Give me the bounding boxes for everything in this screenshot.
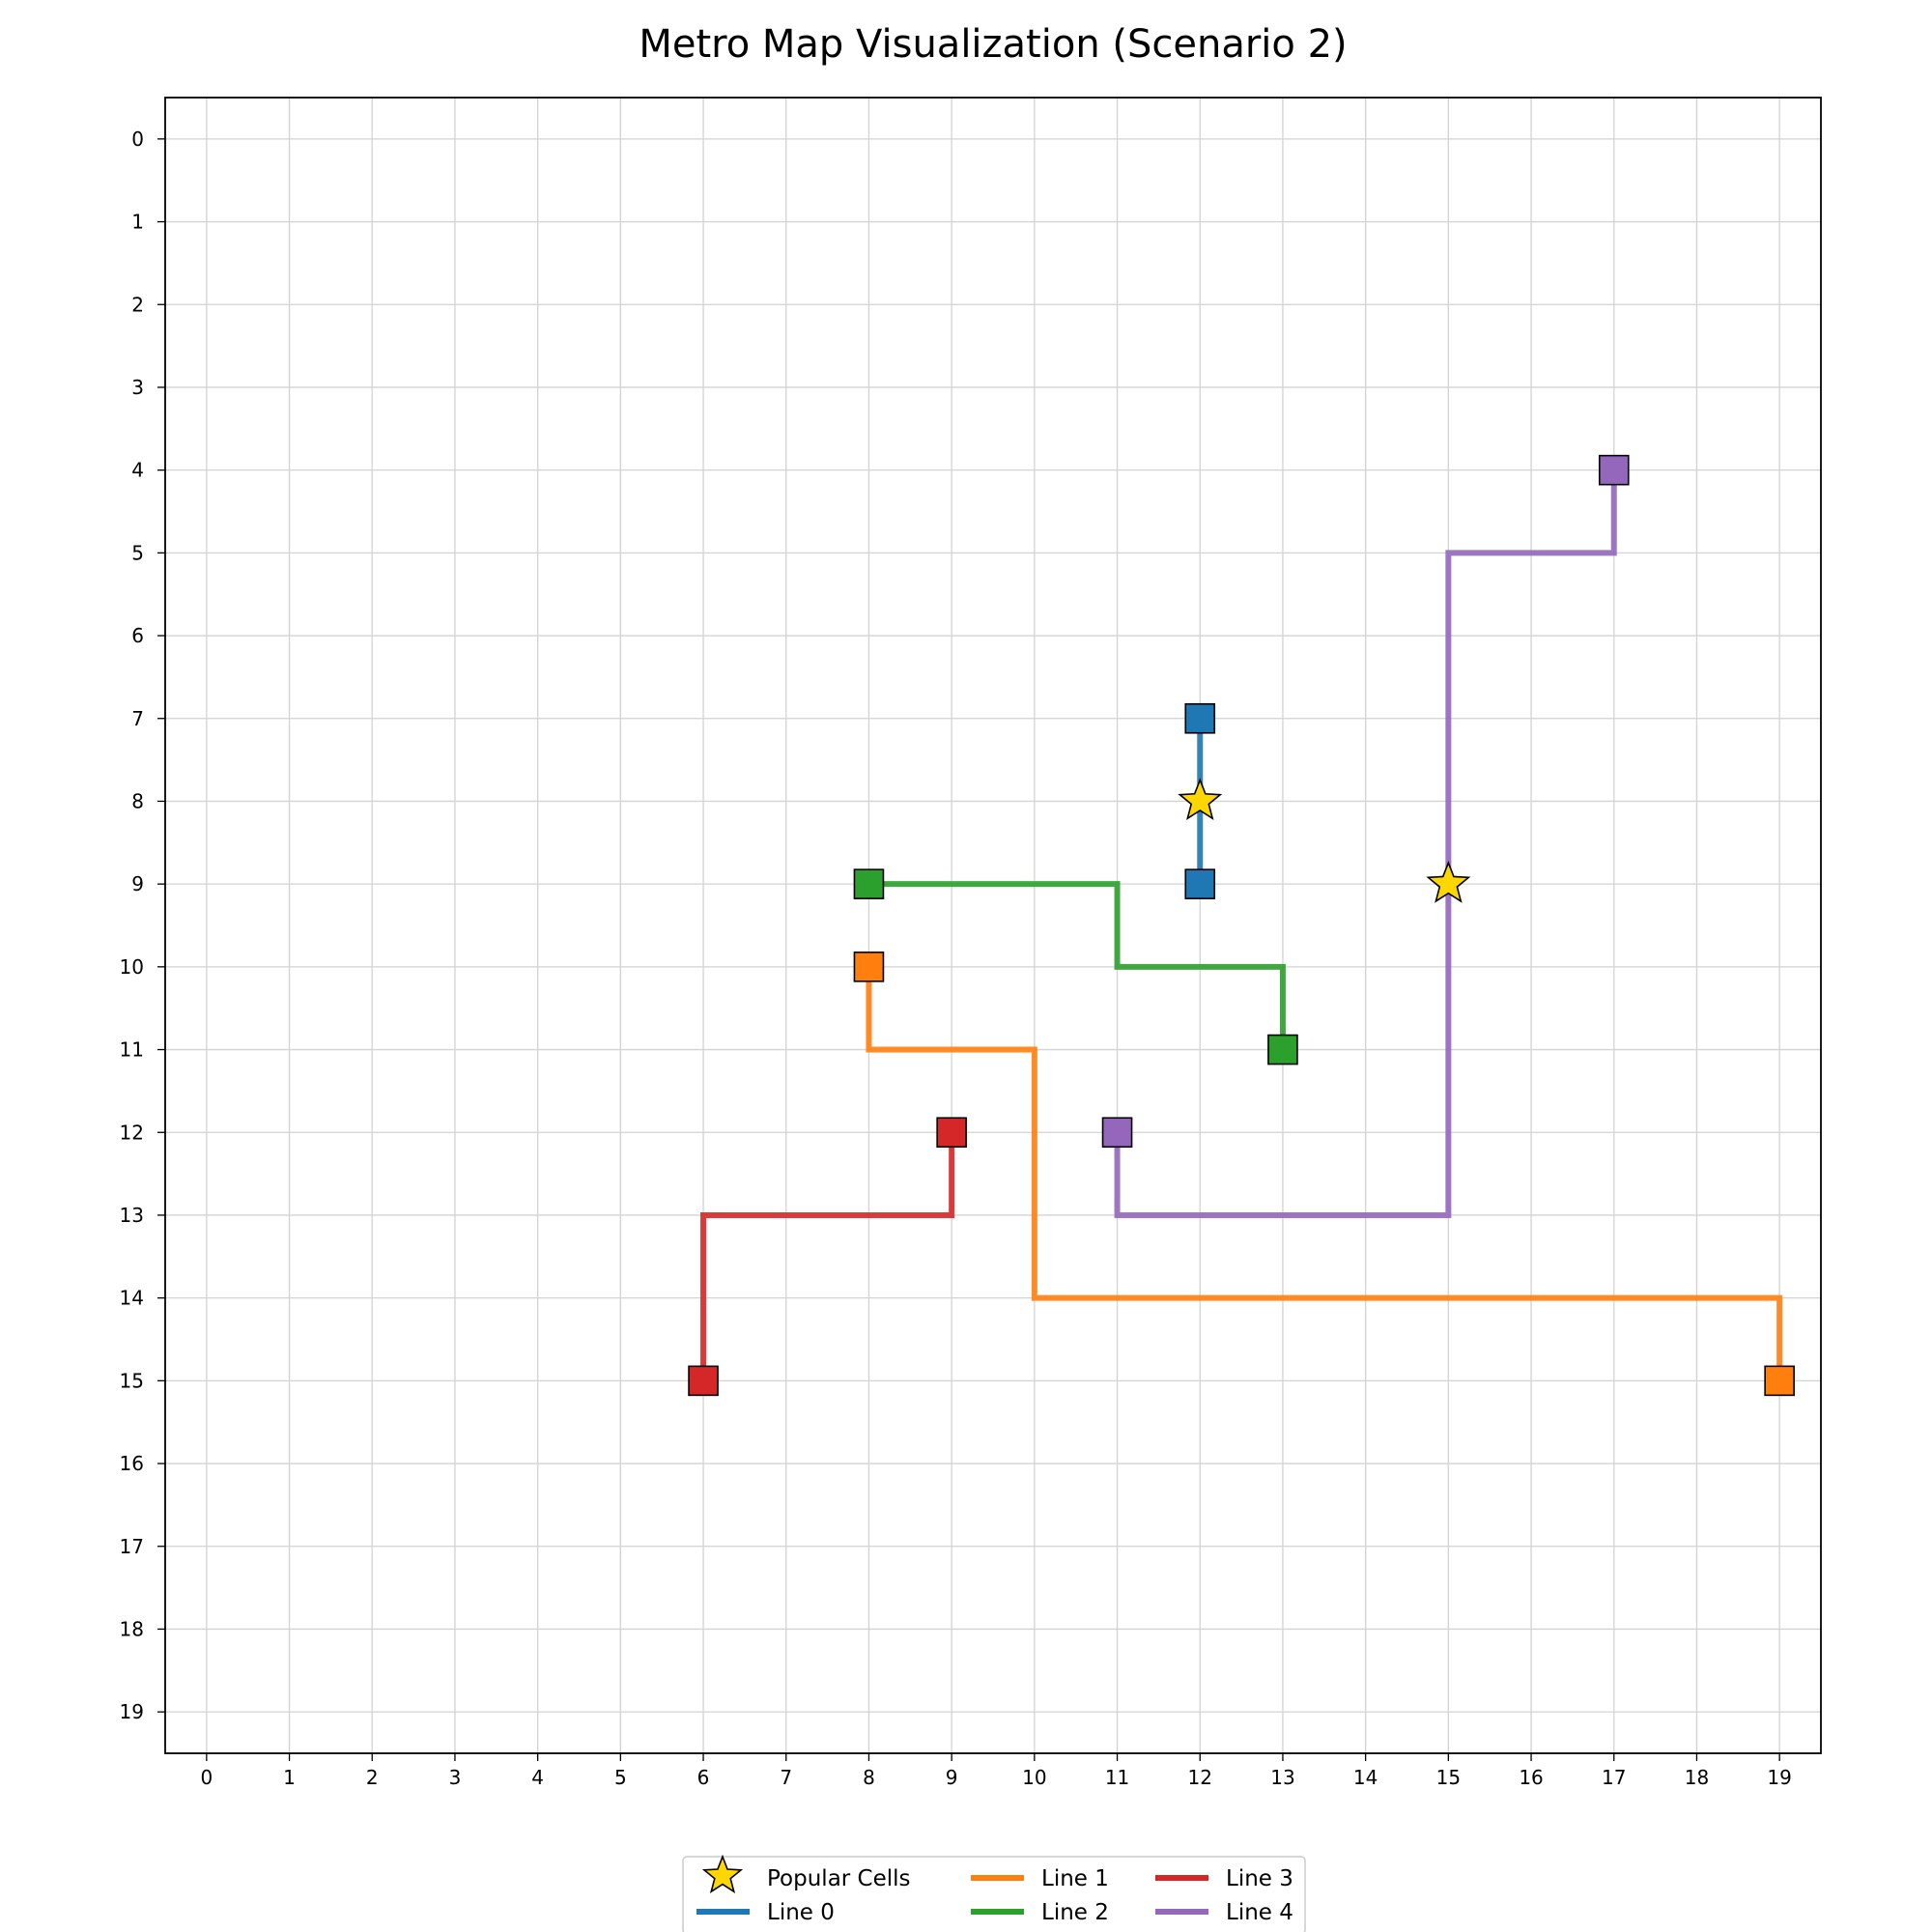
y-tick-label: 9 [131, 872, 144, 895]
x-tick-label: 10 [1022, 1766, 1046, 1789]
x-tick-label: 0 [200, 1766, 213, 1789]
y-tick-label: 8 [131, 789, 144, 812]
legend-line-0-label: Line 0 [767, 1900, 835, 1925]
x-tick-label: 8 [863, 1766, 875, 1789]
x-tick-label: 14 [1353, 1766, 1378, 1789]
legend-box [682, 1856, 1306, 1932]
y-tick-label: 7 [131, 707, 144, 730]
y-tick-label: 11 [120, 1038, 144, 1062]
y-tick-label: 5 [131, 541, 144, 564]
legend-line-1-label: Line 1 [1041, 1866, 1109, 1891]
y-tick-label: 6 [131, 624, 144, 647]
x-tick-label: 7 [780, 1766, 792, 1789]
line-4-station-marker [1101, 1117, 1133, 1149]
y-tick-label: 16 [120, 1452, 144, 1475]
y-tick-label: 12 [120, 1121, 144, 1144]
legend-popular-cells-label: Popular Cells [767, 1866, 911, 1891]
y-tick-label: 1 [131, 211, 144, 234]
y-tick-label: 17 [120, 1535, 144, 1558]
axes: 0 1 2 3 4 5 6 7 8 9 10 11 12 13 14 15 16 17 18 190123456789… [120, 97, 1822, 1789]
x-tick-label: 16 [1519, 1766, 1543, 1789]
x-tick-label: 18 [1685, 1766, 1709, 1789]
line-2-station-marker [853, 868, 885, 899]
y-tick-label: 19 [120, 1700, 144, 1723]
x-tick-label: 5 [614, 1766, 627, 1789]
x-tick-label: 11 [1105, 1766, 1129, 1789]
chart-title: Metro Map Visualization (Scenario 2) [639, 22, 1347, 67]
line-3-station-marker [936, 1117, 967, 1149]
legend-line-4-label: Line 4 [1226, 1900, 1293, 1925]
x-tick-label: 9 [946, 1766, 958, 1789]
line-2-path [868, 881, 1286, 1050]
x-tick-label: 17 [1602, 1766, 1626, 1789]
x-tick-label: 6 [697, 1766, 710, 1789]
x-tick-label: 1 [283, 1766, 296, 1789]
line-2-station-marker [1267, 1034, 1298, 1065]
line-0-station-marker [1184, 868, 1216, 899]
y-tick-label: 2 [131, 293, 144, 316]
line-0-station-marker [1184, 702, 1216, 734]
line-4-station-marker [1598, 454, 1630, 486]
line-1-path [866, 966, 1783, 1381]
x-tick-label: 15 [1436, 1766, 1461, 1789]
x-tick-label: 19 [1767, 1766, 1791, 1789]
legend-line-3-label: Line 3 [1226, 1866, 1293, 1891]
y-tick-label: 4 [131, 459, 144, 482]
legend-star-icon [701, 1854, 744, 1893]
y-tick-label: 15 [120, 1369, 144, 1392]
y-tick-label: 0 [131, 128, 144, 151]
grid [165, 98, 1821, 1753]
stations [688, 454, 1795, 1397]
line-1-station-marker [853, 952, 885, 982]
x-tick-label: 4 [531, 1766, 544, 1789]
line-3-path [700, 1132, 955, 1381]
y-tick-label: 3 [131, 376, 144, 399]
x-tick-label: 2 [366, 1766, 379, 1789]
x-tick-label: 12 [1188, 1766, 1212, 1789]
popular-cells [1178, 778, 1471, 903]
plot-area [165, 98, 1821, 1753]
popular-cell-star-icon [1426, 860, 1471, 903]
y-tick-label: 14 [120, 1287, 144, 1310]
legend: Popular Cells Line 0 Line 1 Line 2 Line 3 Lin… [682, 1854, 1306, 1932]
plot-frame [164, 97, 1822, 1754]
x-tick-label: 3 [449, 1766, 462, 1789]
line-3-station-marker [688, 1365, 719, 1397]
y-tick-label: 18 [120, 1617, 144, 1640]
popular-cell-star-icon [1178, 778, 1223, 821]
y-tick-label: 13 [120, 1204, 144, 1227]
legend-line-2-label: Line 2 [1041, 1900, 1109, 1925]
y-tick-label: 10 [120, 955, 144, 979]
line-1-station-marker [1764, 1365, 1795, 1397]
x-tick-label: 13 [1270, 1766, 1294, 1789]
